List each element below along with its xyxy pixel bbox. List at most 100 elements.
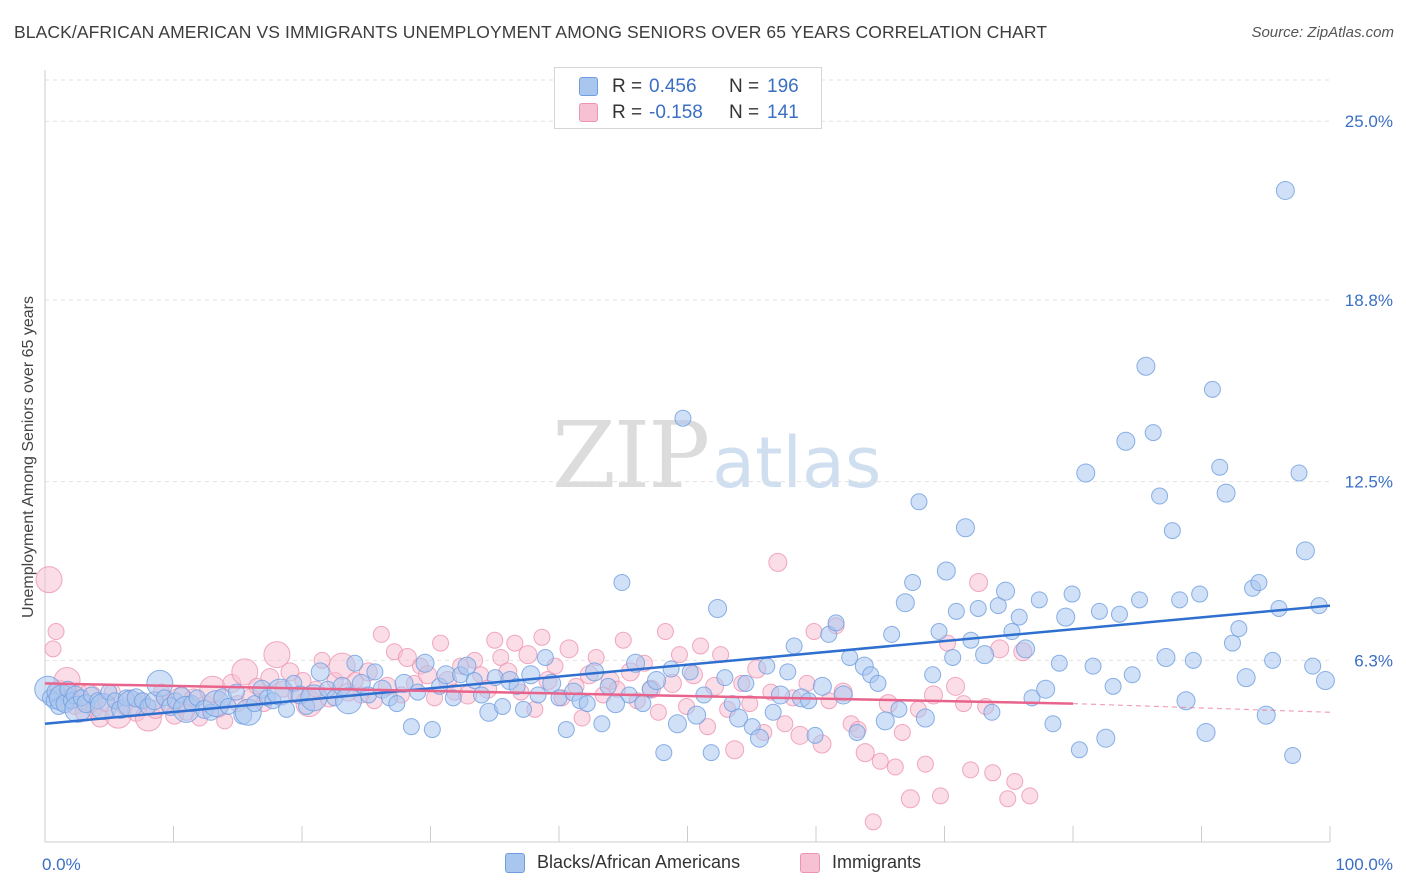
blacks-point bbox=[278, 700, 296, 718]
immigrants-point bbox=[741, 695, 759, 713]
blacks-point bbox=[647, 671, 667, 691]
blacks-point bbox=[737, 674, 755, 692]
immigrants-point bbox=[893, 723, 911, 741]
blacks-point bbox=[924, 666, 942, 684]
blacks-point bbox=[626, 653, 646, 673]
legend-r-value: 0.456 bbox=[649, 76, 697, 97]
blacks-point bbox=[1176, 691, 1196, 711]
legend-swatch-blue bbox=[505, 853, 525, 873]
blacks-point bbox=[473, 686, 491, 704]
blacks-point bbox=[593, 715, 611, 733]
immigrants-point bbox=[506, 634, 524, 652]
legend-n-label: N = bbox=[729, 102, 760, 123]
blacks-point bbox=[1275, 180, 1295, 200]
blacks-point bbox=[521, 665, 541, 685]
immigrants-point bbox=[955, 695, 973, 713]
x-tick-label: 0.0% bbox=[42, 855, 81, 874]
blacks-point bbox=[758, 657, 776, 675]
legend-n-value: 141 bbox=[767, 102, 799, 123]
blacks-point bbox=[366, 663, 384, 681]
blacks-point bbox=[493, 697, 511, 715]
immigrants-point bbox=[486, 631, 504, 649]
immigrants-point bbox=[372, 625, 390, 643]
immigrants-point bbox=[559, 639, 579, 659]
blacks-point bbox=[394, 673, 414, 693]
legend-swatch-pink bbox=[579, 103, 598, 122]
blacks-point bbox=[1076, 463, 1096, 483]
blacks-point bbox=[1044, 715, 1062, 733]
immigrants-point bbox=[35, 566, 63, 594]
blacks-point bbox=[996, 581, 1016, 601]
immigrants-point bbox=[573, 709, 591, 727]
blacks-point bbox=[1250, 574, 1268, 592]
blacks-point bbox=[785, 637, 803, 655]
blacks-point bbox=[1203, 380, 1221, 398]
blacks-point bbox=[444, 689, 462, 707]
blacks-point bbox=[1110, 605, 1128, 623]
legend-label: Immigrants bbox=[832, 852, 922, 872]
legend-n-label: N = bbox=[729, 76, 760, 97]
immigrants-point bbox=[231, 658, 259, 686]
immigrants-point bbox=[649, 703, 667, 721]
blacks-point bbox=[708, 598, 728, 618]
immigrants-point bbox=[614, 631, 632, 649]
blacks-point bbox=[1070, 741, 1088, 759]
immigrants-point bbox=[871, 752, 889, 770]
blacks-point bbox=[1236, 668, 1256, 688]
blacks-point bbox=[388, 695, 406, 713]
immigrants-point bbox=[776, 715, 794, 733]
blacks-point bbox=[702, 744, 720, 762]
immigrants-point bbox=[864, 813, 882, 831]
blacks-point bbox=[848, 723, 866, 741]
blacks-point bbox=[975, 645, 995, 665]
immigrants-trend-extension bbox=[1072, 703, 1331, 713]
blacks-point bbox=[749, 728, 769, 748]
blacks-point bbox=[1056, 607, 1076, 627]
blacks-point bbox=[716, 669, 734, 687]
immigrants-point bbox=[670, 646, 688, 664]
correlation-legend: R = 0.456 N = 196 R = -0.158 N = 141 bbox=[554, 67, 822, 129]
immigrants-point bbox=[916, 755, 934, 773]
immigrants-point bbox=[492, 648, 510, 666]
blacks-point bbox=[1123, 666, 1141, 684]
blacks-point bbox=[536, 648, 554, 666]
immigrants-point bbox=[768, 552, 788, 572]
immigrants-point bbox=[999, 790, 1017, 808]
blacks-point bbox=[947, 602, 965, 620]
immigrants-point bbox=[432, 634, 450, 652]
y-tick-label: 25.0% bbox=[1345, 112, 1393, 131]
blacks-point bbox=[875, 711, 895, 731]
blacks-point bbox=[989, 597, 1007, 615]
blacks-point bbox=[1191, 585, 1209, 603]
blacks-point bbox=[895, 593, 915, 613]
blacks-point bbox=[890, 700, 908, 718]
blacks-point bbox=[1090, 602, 1108, 620]
immigrants-point bbox=[533, 628, 551, 646]
blacks-point bbox=[423, 721, 441, 739]
y-tick-label: 18.8% bbox=[1345, 291, 1393, 310]
immigrants-point bbox=[946, 676, 966, 696]
blacks-point bbox=[1211, 458, 1229, 476]
blacks-point bbox=[770, 685, 790, 705]
blacks-point bbox=[578, 695, 596, 713]
immigrants-point bbox=[1021, 787, 1039, 805]
immigrants-point bbox=[518, 645, 538, 665]
blacks-point bbox=[1196, 722, 1216, 742]
immigrants-point bbox=[805, 623, 823, 641]
legend-r-label: R = bbox=[612, 102, 643, 123]
legend-r-value: -0.158 bbox=[649, 102, 703, 123]
blacks-point bbox=[514, 700, 532, 718]
blacks-point bbox=[1151, 487, 1169, 505]
immigrants-trend-line bbox=[44, 682, 1074, 705]
blacks-point bbox=[969, 599, 987, 617]
immigrants-point bbox=[923, 685, 943, 705]
blacks-point bbox=[667, 714, 687, 734]
blacks-point bbox=[915, 708, 935, 728]
blacks-point bbox=[1270, 599, 1288, 617]
immigrants-point bbox=[886, 758, 904, 776]
blacks-point bbox=[1050, 654, 1068, 672]
blacks-point bbox=[1184, 651, 1202, 669]
blacks-point bbox=[1230, 620, 1248, 638]
blacks-point bbox=[1163, 522, 1181, 540]
blacks-point bbox=[695, 686, 713, 704]
